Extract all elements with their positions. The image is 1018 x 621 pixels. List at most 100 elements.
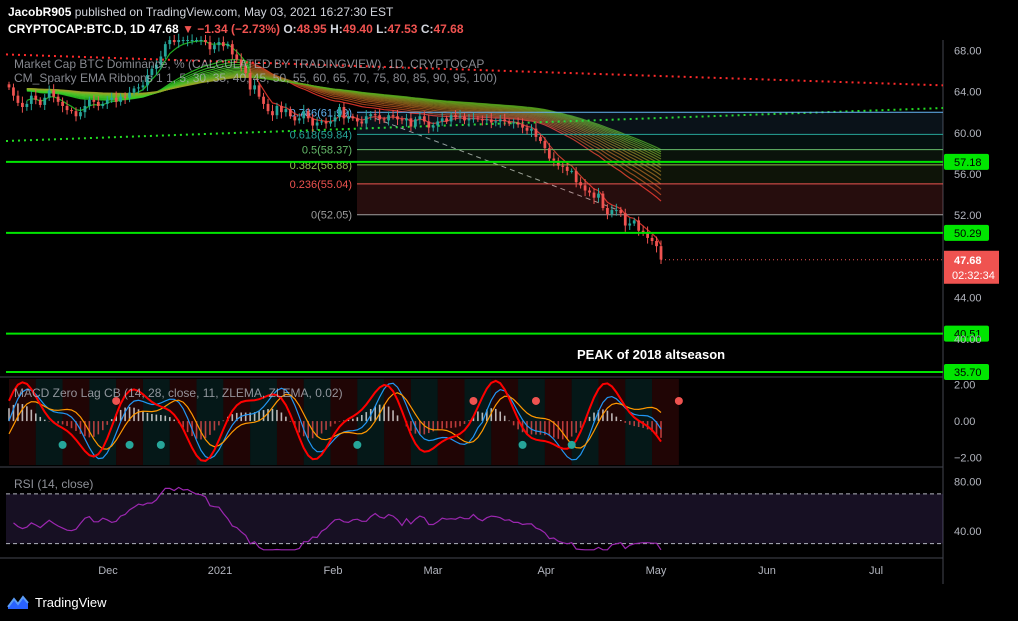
candle-body	[226, 44, 230, 47]
macd-histogram-bar	[79, 421, 82, 434]
candle-body	[150, 68, 154, 76]
candle-body	[400, 119, 404, 121]
candle-body	[163, 44, 167, 57]
tradingview-footer[interactable]: TradingView	[6, 594, 107, 610]
candle-body	[29, 95, 33, 104]
symbol-name[interactable]: CRYPTOCAP:BTC.D, 1D	[8, 22, 146, 36]
macd-histogram-bar	[253, 412, 256, 422]
macd-histogram-bar	[628, 421, 631, 425]
publisher-name[interactable]: JacobR905	[8, 5, 72, 19]
time-axis-tick: Feb	[324, 565, 343, 577]
time-axis-tick: Jun	[758, 565, 776, 577]
last-price-value: 47.68	[148, 22, 179, 36]
macd-histogram-bar	[209, 421, 211, 435]
macd-histogram-bar	[182, 421, 184, 428]
candle-body	[539, 136, 542, 142]
overlay-legend-1[interactable]: Market Cap BTC Dominance, % (CALCULATED …	[14, 57, 484, 71]
macd-histogram-bar	[21, 404, 24, 422]
macd-histogram-bar	[593, 412, 595, 422]
macd-histogram-bar	[34, 413, 37, 422]
macd-histogram-bar	[553, 421, 555, 438]
macd-cross-dot	[156, 440, 165, 449]
macd-histogram-bar	[213, 421, 216, 431]
candle-body	[574, 170, 578, 183]
candle-body	[101, 103, 105, 106]
macd-histogram-bar	[316, 421, 318, 437]
chart-canvas[interactable]: 0.786(61.99) 0.618(59.84) 0.5(58.37) 0.382(…	[0, 0, 1018, 590]
open-label: O:	[283, 22, 297, 36]
price-change: ▼ −1.34 (−2.73%)	[182, 22, 280, 36]
candle-body	[244, 65, 248, 73]
macd-histogram-bar	[392, 410, 394, 422]
candle-body	[52, 90, 56, 97]
macd-cross-dot	[353, 440, 362, 449]
publish-info: JacobR905 published on TradingView.com, …	[8, 5, 393, 19]
candle-body	[128, 92, 131, 98]
macd-cross-dot	[674, 396, 683, 405]
candle-body	[588, 190, 591, 193]
macd-histogram-bar	[539, 421, 542, 435]
candle-body	[79, 112, 82, 117]
macd-histogram-bar	[387, 406, 390, 422]
macd-cross-dot	[58, 440, 67, 449]
macd-histogram-bar	[262, 410, 265, 422]
candle-body	[521, 124, 524, 128]
macd-histogram-bar	[490, 408, 493, 422]
candle-body	[440, 118, 444, 122]
candle-body	[606, 208, 609, 215]
candle-body	[288, 109, 292, 117]
candle-body	[271, 111, 274, 116]
macd-histogram-bar	[570, 421, 573, 437]
macd-histogram-bar	[142, 411, 144, 422]
macd-background-bar	[223, 379, 251, 465]
time-axis-tick: Jul	[869, 565, 883, 577]
candle-body	[56, 96, 60, 102]
candle-body	[378, 115, 382, 120]
macd-histogram-bar	[160, 415, 162, 422]
macd-histogram-bar	[57, 421, 59, 424]
candle-body	[302, 111, 306, 119]
overlay-legend-2[interactable]: CM_Sparky EMA Ribbons 1 1, 5, 30, 35, 40…	[14, 71, 497, 85]
rsi-axis-tick: 40.00	[954, 526, 982, 538]
macd-histogram-bar	[454, 421, 457, 428]
candle-body	[137, 87, 140, 89]
ema-ribbon-line	[250, 76, 662, 151]
candle-body	[47, 90, 51, 98]
macd-histogram-bar	[218, 421, 220, 426]
macd-histogram-bar	[200, 421, 202, 440]
macd-histogram-bar	[436, 421, 439, 430]
macd-histogram-bar	[124, 407, 126, 422]
macd-histogram-bar	[356, 417, 359, 422]
macd-histogram-bar	[481, 412, 484, 422]
candle-body	[391, 115, 395, 117]
macd-histogram-bar	[396, 415, 399, 422]
peak-annotation: PEAK of 2018 altseason	[577, 347, 725, 362]
macd-histogram-bar	[97, 421, 100, 435]
candle-body	[186, 40, 190, 41]
rsi-legend[interactable]: RSI (14, close)	[14, 477, 93, 491]
candle-body	[579, 182, 583, 186]
macd-histogram-bar	[204, 421, 207, 439]
candle-body	[498, 119, 502, 122]
rsi-axis-tick: 80.00	[954, 476, 982, 488]
macd-histogram-bar	[195, 421, 198, 439]
candle-body	[342, 107, 346, 119]
macd-histogram-bar	[12, 404, 15, 422]
candle-body	[476, 118, 480, 120]
candle-body	[632, 220, 636, 224]
fib-level-label: 0.786(61.99)	[290, 107, 352, 119]
macd-histogram-bar	[472, 416, 475, 422]
macd-histogram-bar	[352, 418, 354, 422]
candle-body	[16, 95, 20, 103]
candle-body	[592, 192, 596, 198]
macd-legend[interactable]: MACD Zero Lag CB (14, 28, close, 11, ZLE…	[14, 386, 343, 400]
key-level-label: 57.18	[954, 157, 982, 169]
macd-histogram-bar	[450, 421, 452, 428]
candle-body	[311, 118, 315, 126]
price-axis-tick: 52.00	[954, 210, 982, 222]
high-label: H:	[330, 22, 343, 36]
macd-histogram-bar	[61, 421, 64, 425]
support-trendline	[5, 107, 944, 143]
candle-body	[409, 118, 413, 127]
macd-histogram-bar	[561, 421, 564, 440]
